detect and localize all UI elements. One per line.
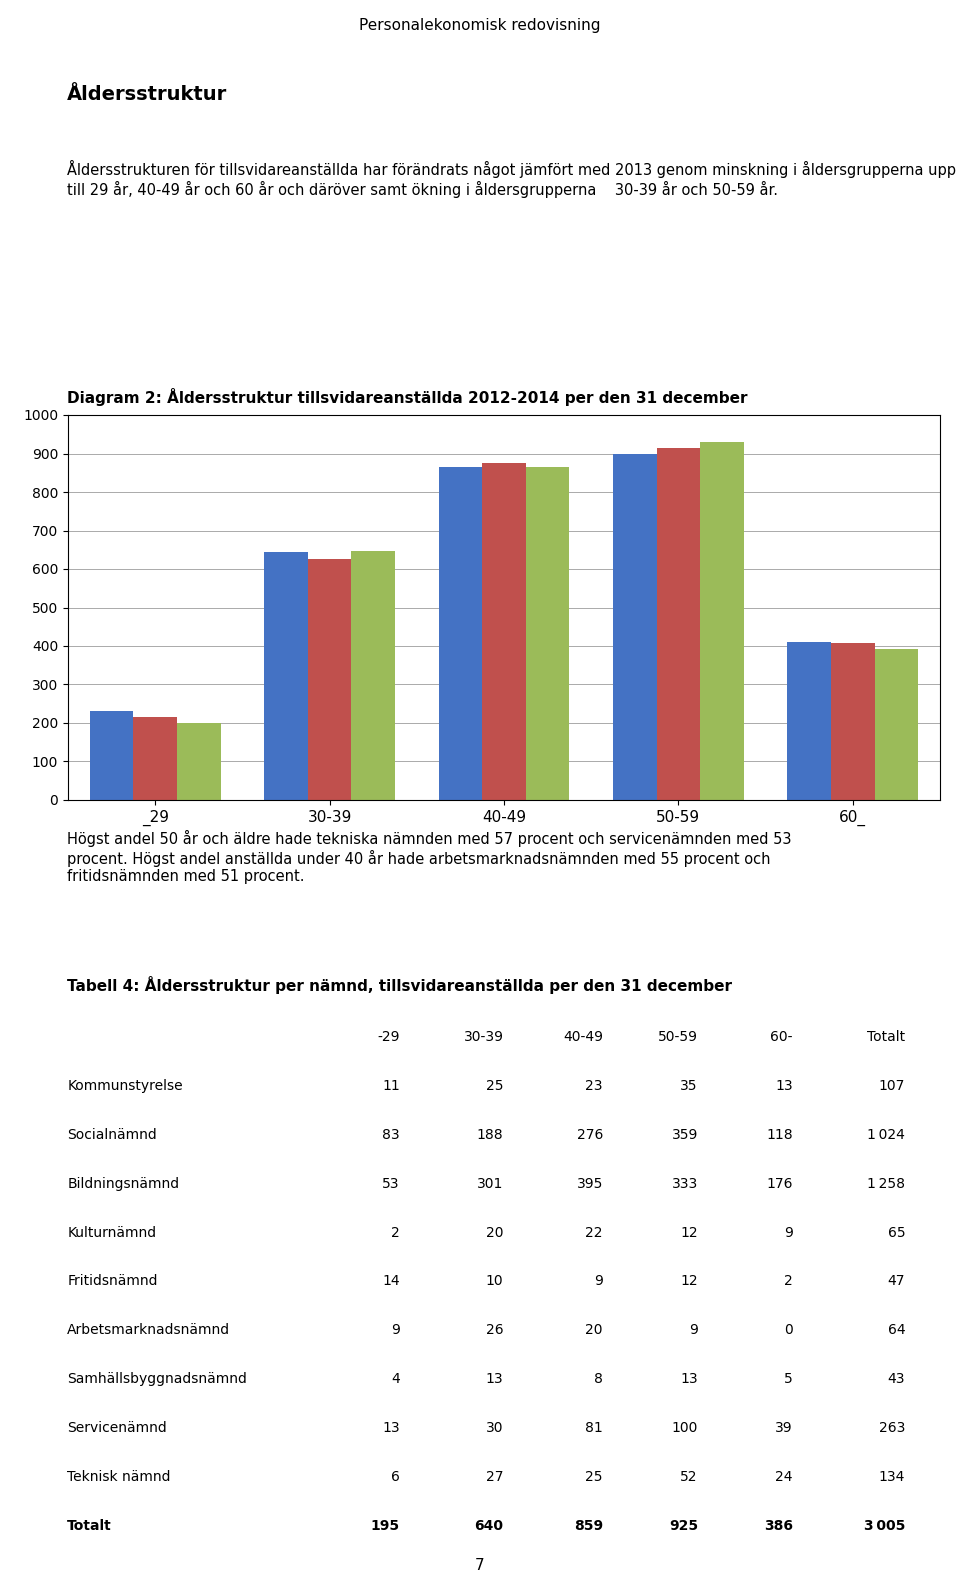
Bar [875,648,918,799]
Text: Totalt: Totalt [867,1030,905,1044]
Text: 118: 118 [766,1128,793,1142]
Text: 925: 925 [669,1519,698,1533]
Text: 12: 12 [681,1225,698,1239]
Text: 6: 6 [391,1470,399,1484]
Text: 2: 2 [391,1225,399,1239]
Text: 640: 640 [474,1519,503,1533]
Bar [700,442,744,799]
Text: 1 024: 1 024 [868,1128,905,1142]
Text: 22: 22 [586,1225,603,1239]
Text: 60-: 60- [771,1030,793,1044]
Text: 64: 64 [888,1324,905,1338]
Text: 10: 10 [486,1274,503,1289]
Text: Åldersstrukturen för tillsvidareanställda har förändrats något jämfört med 2013 : Åldersstrukturen för tillsvidareanställd… [67,160,956,199]
Text: 25: 25 [486,1079,503,1093]
Text: Kulturnämnd: Kulturnämnd [67,1225,156,1239]
Text: 52: 52 [681,1470,698,1484]
Text: 65: 65 [888,1225,905,1239]
Text: Teknisk nämnd: Teknisk nämnd [67,1470,171,1484]
Text: 176: 176 [766,1176,793,1190]
Text: Socialnämnd: Socialnämnd [67,1128,156,1142]
Text: 23: 23 [586,1079,603,1093]
Text: Kommunstyrelse: Kommunstyrelse [67,1079,182,1093]
Text: 35: 35 [681,1079,698,1093]
Text: Tabell 4: Åldersstruktur per nämnd, tillsvidareanställda per den 31 december: Tabell 4: Åldersstruktur per nämnd, till… [67,976,732,995]
Text: 100: 100 [672,1421,698,1435]
Text: 11: 11 [382,1079,399,1093]
Text: 2: 2 [784,1274,793,1289]
Text: Servicenämnd: Servicenämnd [67,1421,167,1435]
Text: 359: 359 [672,1128,698,1142]
Text: 13: 13 [776,1079,793,1093]
Text: 0: 0 [784,1324,793,1338]
Text: 8: 8 [594,1373,603,1386]
Text: 3 005: 3 005 [864,1519,905,1533]
Bar [133,717,177,799]
Text: 7: 7 [475,1557,485,1573]
Bar [613,453,657,799]
Text: Åldersstruktur: Åldersstruktur [67,84,228,103]
Text: 107: 107 [879,1079,905,1093]
Text: Personalekonomisk redovisning: Personalekonomisk redovisning [359,17,601,33]
Text: 24: 24 [776,1470,793,1484]
Text: 333: 333 [672,1176,698,1190]
Text: 30-39: 30-39 [464,1030,503,1044]
Text: 134: 134 [879,1470,905,1484]
Bar [787,642,831,799]
Bar [308,559,351,799]
Text: Bildningsnämnd: Bildningsnämnd [67,1176,180,1190]
Text: 13: 13 [382,1421,399,1435]
Text: 40-49: 40-49 [563,1030,603,1044]
Text: 47: 47 [888,1274,905,1289]
Bar [657,448,700,799]
Bar [526,467,569,799]
Text: 386: 386 [764,1519,793,1533]
Text: 25: 25 [586,1470,603,1484]
Text: Fritidsnämnd: Fritidsnämnd [67,1274,157,1289]
Text: 263: 263 [879,1421,905,1435]
Bar [177,723,221,799]
Text: 9: 9 [784,1225,793,1239]
Bar [482,462,526,799]
Text: 43: 43 [888,1373,905,1386]
Text: 859: 859 [574,1519,603,1533]
Text: 5: 5 [784,1373,793,1386]
Text: 188: 188 [477,1128,503,1142]
Text: 26: 26 [486,1324,503,1338]
Text: Arbetsmarknadsnämnd: Arbetsmarknadsnämnd [67,1324,230,1338]
Text: 50-59: 50-59 [658,1030,698,1044]
Text: 13: 13 [681,1373,698,1386]
Text: Diagram 2: Åldersstruktur tillsvidareanställda 2012-2014 per den 31 december: Diagram 2: Åldersstruktur tillsvidareans… [67,388,748,407]
Text: 9: 9 [391,1324,399,1338]
Text: 83: 83 [382,1128,399,1142]
Text: 9: 9 [689,1324,698,1338]
Text: 20: 20 [486,1225,503,1239]
Text: Högst andel 50 år och äldre hade tekniska nämnden med 57 procent och servicenämn: Högst andel 50 år och äldre hade teknisk… [67,829,792,883]
Text: 53: 53 [382,1176,399,1190]
Bar [831,644,875,799]
Text: 276: 276 [577,1128,603,1142]
Text: 13: 13 [486,1373,503,1386]
Text: Totalt: Totalt [67,1519,112,1533]
Text: 27: 27 [486,1470,503,1484]
Text: 301: 301 [477,1176,503,1190]
Text: 9: 9 [594,1274,603,1289]
Text: 20: 20 [586,1324,603,1338]
Text: 395: 395 [577,1176,603,1190]
Bar [439,467,482,799]
Text: Samhällsbyggnadsnämnd: Samhällsbyggnadsnämnd [67,1373,247,1386]
Bar [90,710,133,799]
Text: 195: 195 [371,1519,399,1533]
Text: 12: 12 [681,1274,698,1289]
Text: 39: 39 [776,1421,793,1435]
Bar [351,550,395,799]
Text: 4: 4 [391,1373,399,1386]
Text: 14: 14 [382,1274,399,1289]
Bar [264,551,308,799]
Text: 1 258: 1 258 [867,1176,905,1190]
Text: 81: 81 [586,1421,603,1435]
Text: -29: -29 [377,1030,399,1044]
Text: 30: 30 [486,1421,503,1435]
